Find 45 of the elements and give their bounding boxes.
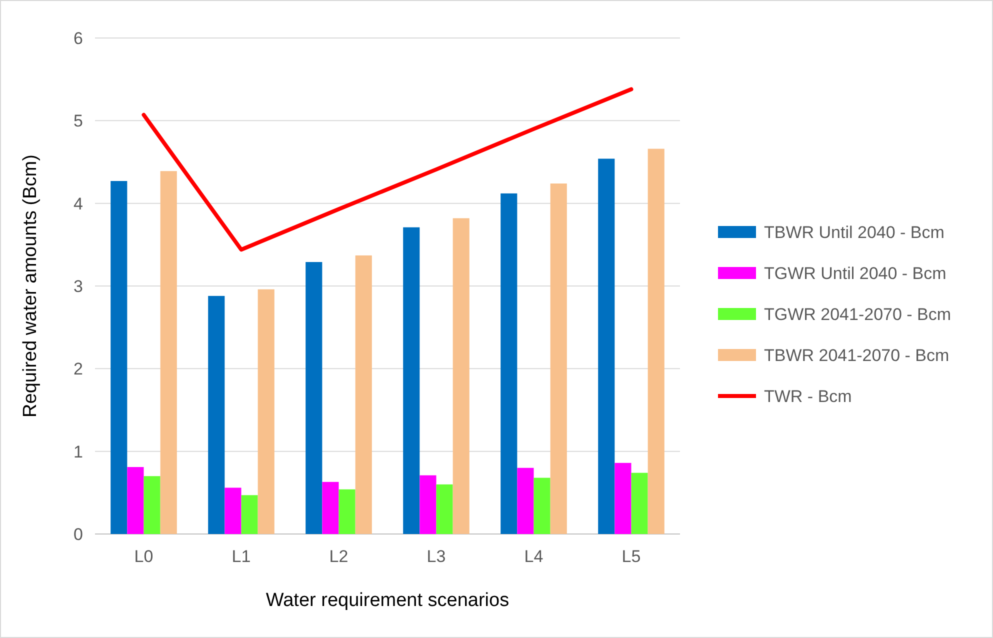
bar — [338, 489, 356, 534]
legend-label: TBWR Until 2040 - Bcm — [764, 222, 944, 242]
bar — [110, 181, 128, 534]
y-tick-label: 4 — [74, 194, 83, 214]
bar — [420, 475, 436, 534]
bar — [224, 488, 242, 534]
legend-label: TGWR 2041-2070 - Bcm — [764, 304, 952, 324]
bar — [517, 468, 534, 534]
bar — [127, 467, 144, 534]
legend-label: TBWR 2041-2070 - Bcm — [764, 346, 950, 365]
x-tick-label: L2 — [329, 547, 348, 566]
x-tick-label: L1 — [232, 547, 251, 566]
bar — [355, 255, 372, 534]
legend-label: TWR - Bcm — [764, 386, 852, 406]
y-tick-label: 2 — [74, 360, 83, 379]
bar — [500, 193, 518, 534]
line-series — [142, 87, 634, 252]
bar — [550, 183, 567, 534]
bar — [241, 495, 258, 534]
y-tick-label: 3 — [74, 276, 83, 296]
bar — [306, 262, 322, 534]
x-tick-label: L5 — [622, 547, 641, 566]
x-axis-title: Water requirement scenarios — [266, 590, 510, 611]
bar — [322, 482, 339, 534]
bar — [403, 227, 420, 534]
x-tick-label: L0 — [134, 547, 154, 566]
bar — [452, 218, 470, 534]
y-tick-label: 1 — [74, 442, 83, 462]
y-tick-label: 6 — [74, 28, 83, 48]
bar — [258, 289, 274, 534]
legend-label: TGWR Until 2040 - Bcm — [764, 264, 946, 283]
bar — [614, 462, 632, 534]
y-tick-label: 0 — [74, 524, 83, 544]
bar — [631, 472, 648, 534]
bar — [648, 148, 664, 534]
bar — [144, 476, 160, 534]
bar — [208, 296, 225, 534]
bar — [598, 158, 615, 534]
x-tick-label: L4 — [524, 547, 544, 566]
bar — [534, 478, 550, 534]
y-tick-label: 5 — [74, 112, 83, 131]
bar — [160, 171, 177, 534]
x-tick-label: L3 — [426, 547, 446, 566]
bar — [436, 484, 453, 534]
y-axis-title: Required water amounts (Bcm) — [20, 154, 41, 418]
